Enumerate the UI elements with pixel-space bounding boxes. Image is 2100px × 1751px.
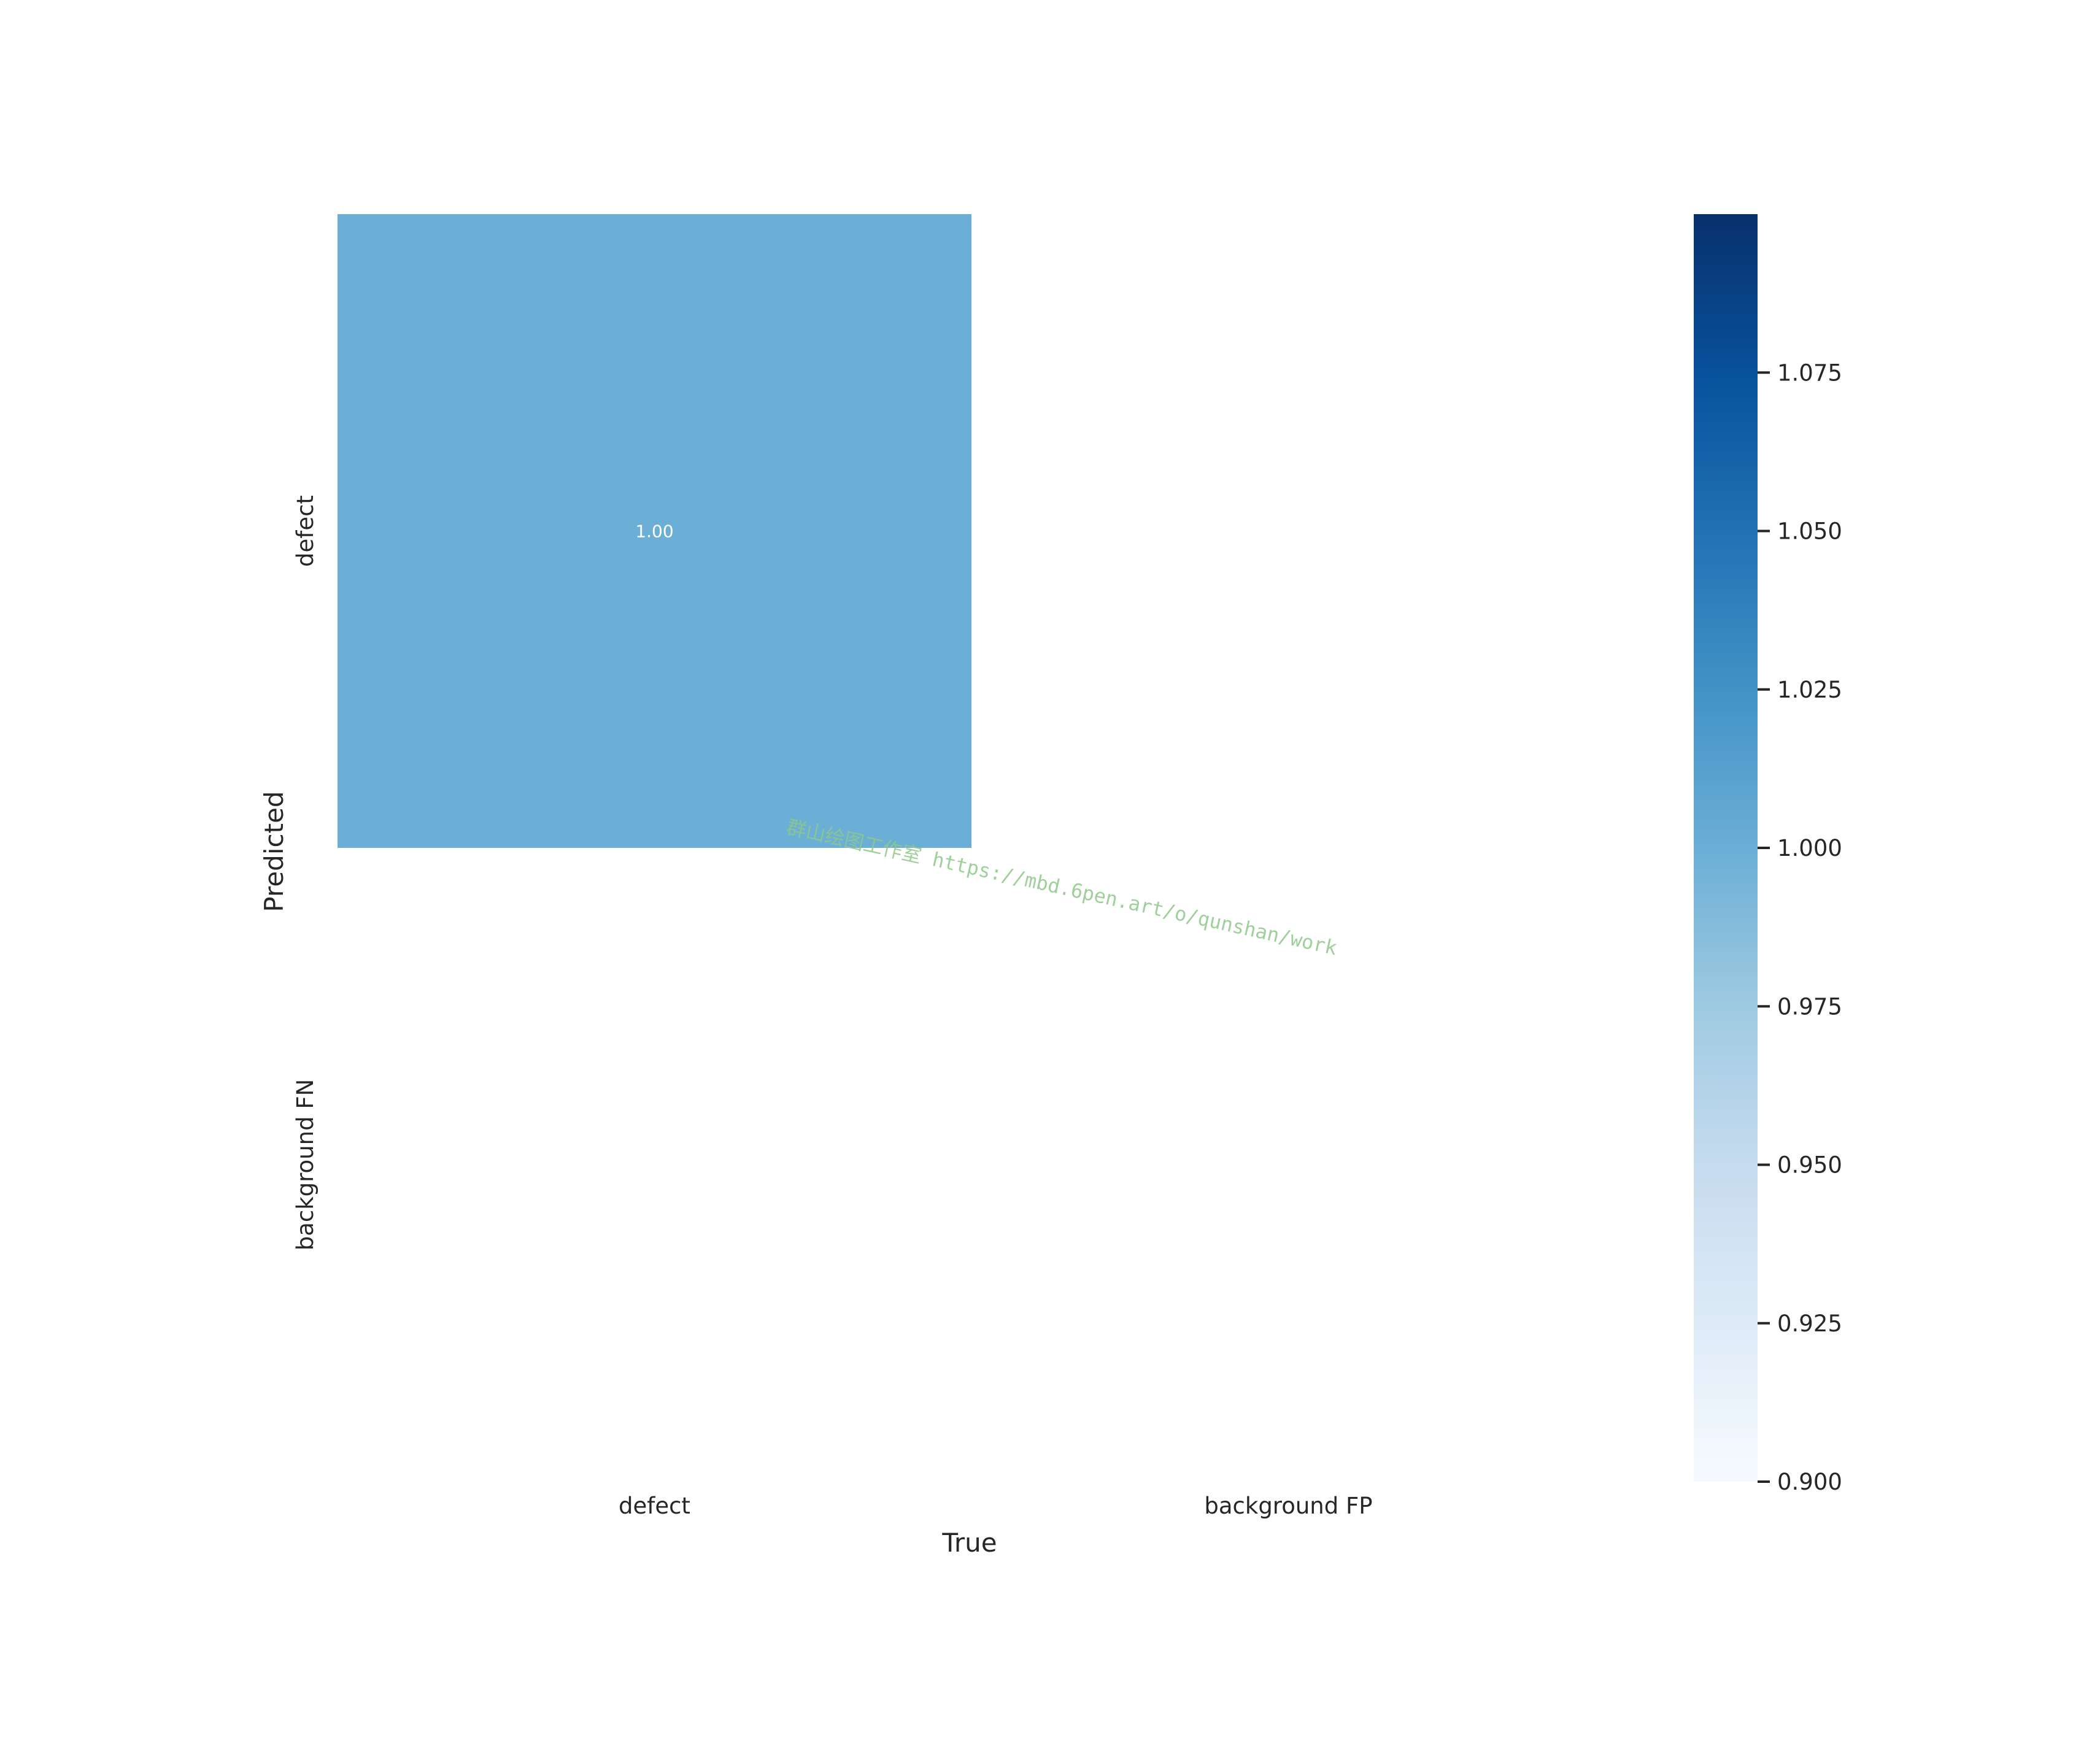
x-tick-label: defect [619,1493,690,1519]
heatmap-cell-label: 1.00 [635,521,673,542]
colorbar-tick-label: 1.000 [1777,835,1842,861]
colorbar-tick-label: 1.025 [1777,677,1842,703]
heatmap-cells [338,214,971,848]
y-tick-label: background FN [292,1079,318,1251]
y-axis-title: Predicted [259,791,289,912]
x-tick-label: background FP [1204,1493,1372,1519]
colorbar-tick-label: 0.950 [1777,1152,1842,1179]
colorbar-tick-label: 0.975 [1777,993,1842,1020]
colorbar-tick-label: 1.075 [1777,360,1842,386]
x-axis-title: True [941,1528,997,1558]
colorbar [1694,214,1758,1482]
y-tick-labels: defect background FN [292,495,318,1250]
watermark-text: 群山绘图工作室 https://mbd.6pen.art/o/qunshan/w… [784,815,1339,960]
x-tick-labels: defect background FP [619,1493,1373,1519]
heatmap-cell-labels: 1.00 [635,521,673,542]
colorbar-tick-label: 0.925 [1777,1310,1842,1337]
heatmap-cell [338,214,971,848]
colorbar-tick-label: 0.900 [1777,1469,1842,1495]
y-tick-label: defect [292,495,318,567]
colorbar-tick-label: 1.050 [1777,518,1842,545]
colorbar-ticks: 0.900 0.925 0.950 0.975 1.000 1.025 1.050 1.075 [1758,360,1842,1495]
